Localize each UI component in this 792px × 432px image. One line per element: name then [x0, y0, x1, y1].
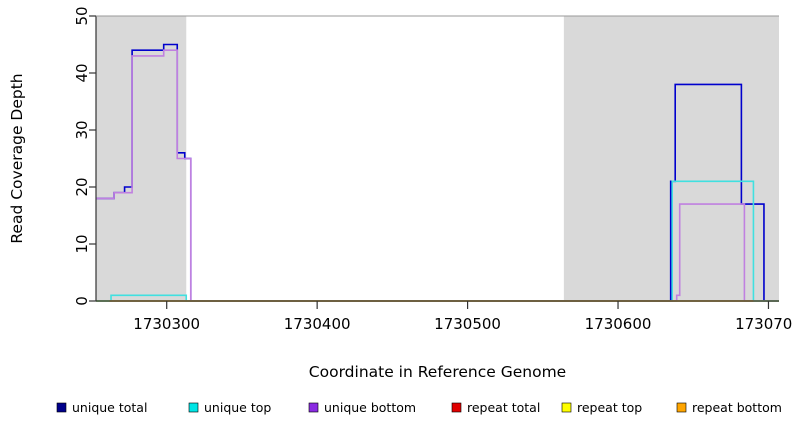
y-tick-label-30: 30 [73, 120, 91, 139]
legend-label-unique-total: unique total [72, 400, 147, 415]
legend-swatch-repeat-top [561, 402, 572, 413]
axis-label-layer: 0 10 20 30 40 50 1730300 1730400 1730500 1730600 1… [8, 6, 792, 381]
y-tick-label-10: 10 [73, 234, 91, 253]
x-tick-label-1730500: 1730500 [434, 315, 501, 333]
legend-swatch-unique-total [56, 402, 67, 413]
shaded-region-layer [96, 16, 779, 301]
y-axis-title: Read Coverage Depth [8, 73, 26, 243]
y-tick-label-40: 40 [73, 63, 91, 82]
legend-label-unique-bottom: unique bottom [324, 400, 416, 415]
shaded-region-0 [96, 16, 187, 301]
series-line-unique-bottom [96, 49, 779, 302]
legend-swatch-repeat-total [451, 402, 462, 413]
legend-label-repeat-total: repeat total [467, 400, 540, 415]
y-tick-label-0: 0 [73, 296, 91, 306]
legend-swatch-unique-bottom [308, 402, 319, 413]
legend-swatch-repeat-bottom [676, 402, 687, 413]
y-tick-label-50: 50 [73, 6, 91, 25]
x-axis-title: Coordinate in Reference Genome [309, 363, 566, 381]
legend-label-unique-top: unique top [204, 400, 271, 415]
x-tick-label-1730700: 1730700 [735, 315, 792, 333]
y-tick-label-20: 20 [73, 177, 91, 196]
legend-label-repeat-bottom: repeat bottom [692, 400, 782, 415]
x-tick-label-1730600: 1730600 [585, 315, 652, 333]
x-tick-label-1730300: 1730300 [133, 315, 200, 333]
axis-layer [89, 15, 779, 309]
legend-swatch-unique-top [188, 402, 199, 413]
chart-legend: unique total unique top unique bottom repea… [56, 400, 782, 415]
legend-label-repeat-top: repeat top [577, 400, 642, 415]
series-line-unique-total [96, 43, 779, 302]
x-tick-label-1730400: 1730400 [284, 315, 351, 333]
